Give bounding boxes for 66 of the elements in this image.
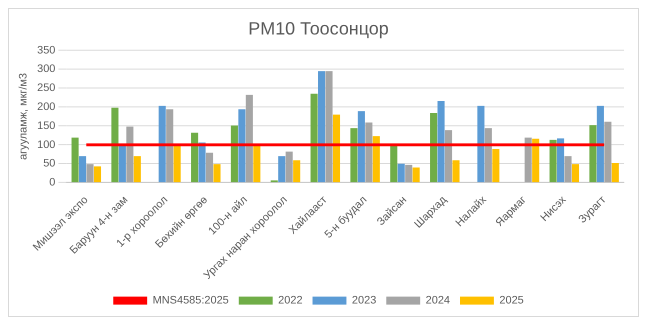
y-tick-label: 150	[37, 120, 56, 132]
bar	[484, 128, 492, 182]
bar	[79, 156, 86, 182]
bar	[286, 152, 293, 182]
bar	[477, 106, 484, 182]
bar	[430, 113, 438, 182]
bar	[532, 138, 540, 182]
bar	[198, 142, 206, 182]
legend-label: 2023	[352, 294, 376, 307]
bar	[166, 109, 174, 182]
bar	[572, 164, 580, 182]
bar	[365, 122, 372, 182]
bar	[230, 126, 238, 182]
bar	[492, 148, 500, 182]
bar	[390, 145, 398, 182]
bar	[310, 94, 318, 182]
bar	[524, 138, 532, 182]
bar	[191, 132, 198, 182]
bar	[158, 106, 166, 182]
bar	[94, 166, 102, 182]
bar	[86, 164, 94, 182]
y-tick-label: 250	[37, 82, 56, 94]
bar	[126, 126, 134, 182]
y-axis-title: агууламж, мкг/м3	[18, 72, 30, 160]
bar	[550, 140, 557, 182]
bar	[278, 156, 286, 182]
bar	[452, 160, 460, 182]
bar	[325, 71, 333, 182]
bar	[438, 100, 445, 182]
y-tick-label: 200	[37, 101, 56, 114]
bar	[246, 94, 253, 182]
bar	[612, 162, 619, 182]
bar	[372, 136, 380, 182]
bar	[398, 164, 405, 182]
bar	[134, 156, 141, 182]
legend-label: 2024	[426, 294, 450, 307]
bar	[238, 109, 246, 182]
y-tick-label: 50	[43, 158, 56, 170]
bar	[332, 114, 340, 182]
bar	[318, 71, 326, 182]
bar	[405, 164, 412, 182]
bar	[589, 125, 596, 182]
bar	[412, 167, 420, 182]
bar	[72, 138, 79, 182]
bar	[118, 144, 126, 182]
y-tick-label: 100	[37, 138, 56, 151]
bar	[213, 164, 221, 182]
bar	[350, 128, 358, 182]
bar	[557, 138, 564, 182]
legend-label: 2025	[499, 294, 524, 307]
legend-label: MNS4585:2025	[152, 294, 229, 307]
bar	[206, 152, 214, 182]
bar	[596, 106, 604, 182]
chart-title: PM10 Тоосонцор	[248, 18, 389, 39]
y-tick-label: 300	[37, 63, 56, 76]
bar	[253, 145, 260, 182]
bar	[564, 156, 572, 182]
bar	[358, 111, 365, 182]
y-tick-label: 0	[49, 176, 56, 189]
bar	[293, 160, 300, 182]
bar	[111, 108, 118, 182]
bar	[444, 130, 452, 182]
bar	[174, 145, 181, 182]
bar	[604, 122, 612, 182]
legend-label: 2022	[278, 294, 303, 307]
y-tick-label: 350	[37, 44, 56, 56]
